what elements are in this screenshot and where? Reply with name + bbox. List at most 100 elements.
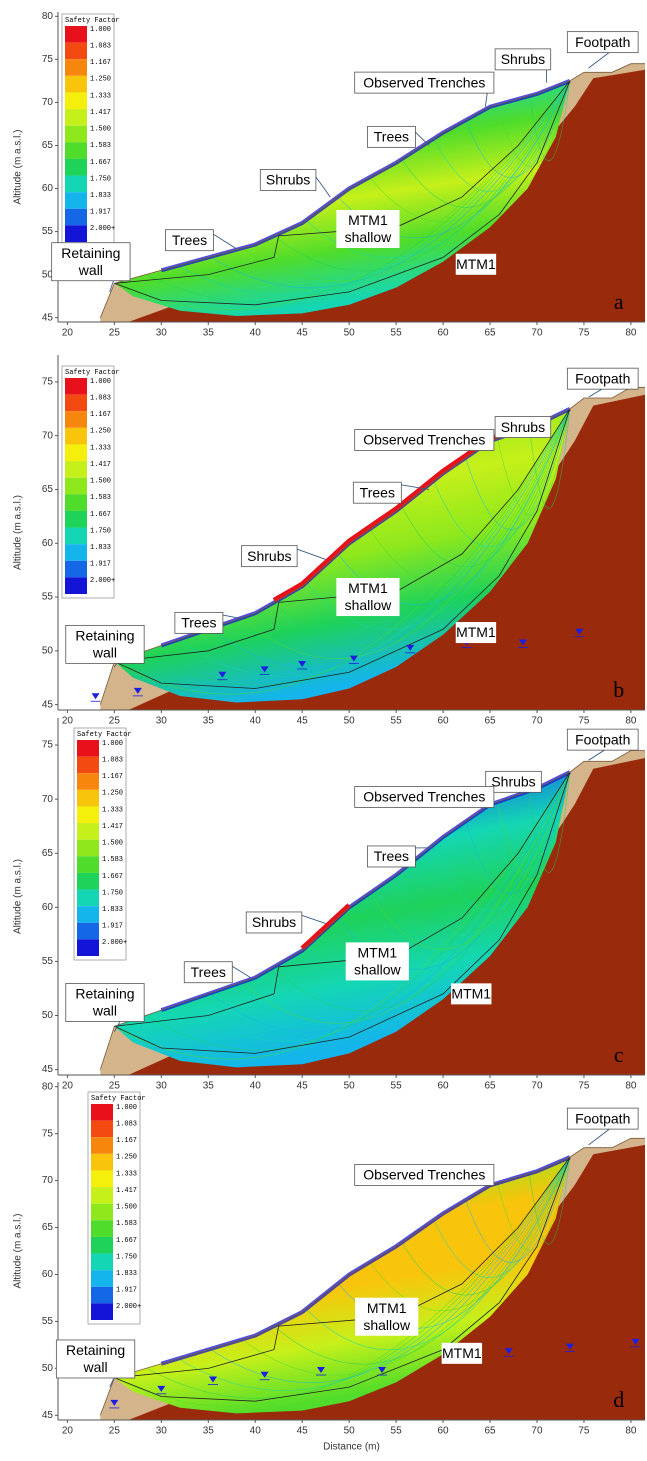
- colorbar-swatch: [77, 839, 99, 857]
- ground-surface: [99, 750, 645, 1070]
- colorbar-swatch: [77, 789, 99, 807]
- y-tick-label: 80: [42, 1081, 54, 1092]
- y-tick-label: 70: [42, 430, 54, 441]
- annotation-box: [566, 367, 639, 390]
- mtm1-surface: [114, 1156, 571, 1402]
- colorbar-swatch: [91, 1104, 113, 1121]
- annotation-box: [352, 481, 402, 504]
- y-tick-label: 55: [42, 956, 54, 967]
- water-table-marker: [406, 644, 415, 651]
- x-tick-label: 55: [391, 1081, 403, 1092]
- colorbar-swatch: [65, 109, 87, 126]
- annotation-box: [345, 942, 409, 981]
- x-tick-label: 80: [625, 1081, 637, 1092]
- colorbar-swatch: [65, 225, 87, 242]
- annotation-box: [174, 611, 224, 634]
- colorbar-swatch: [91, 1170, 113, 1188]
- colorbar-swatch: [65, 560, 87, 578]
- water-table-marker: [260, 666, 269, 673]
- y-tick-label: 45: [42, 1064, 54, 1075]
- colorbar-swatch: [77, 740, 99, 757]
- colorbar-swatch: [91, 1120, 113, 1138]
- annotation: Footpath: [575, 370, 630, 386]
- colorbar-swatch: [65, 175, 87, 193]
- x-tick-label: 20: [62, 1081, 74, 1092]
- colorbar-swatch: [65, 92, 87, 110]
- x-tick-label: 75: [578, 328, 590, 339]
- colorbar-swatch: [77, 939, 99, 956]
- annotation-box: [441, 1342, 483, 1364]
- slip-arc: [209, 408, 571, 668]
- water-table-marker: [157, 1385, 166, 1392]
- x-tick-label: 80: [625, 716, 637, 727]
- annotation: Shrubs: [501, 51, 545, 67]
- colorbar-swatch: [65, 411, 87, 428]
- critical-failures: [300, 903, 351, 951]
- colorbar-label: 1.333: [102, 806, 123, 814]
- y-tick-label: 65: [42, 140, 54, 151]
- x-tick-label: 50: [344, 716, 356, 727]
- water-table-marker: [260, 1371, 269, 1378]
- colorbar-swatch: [77, 889, 99, 907]
- x-tick-label: 30: [156, 328, 168, 339]
- x-tick-label: 60: [438, 716, 450, 727]
- annotation: wall: [83, 1359, 108, 1375]
- y-tick-label: 75: [42, 1128, 54, 1139]
- slip-arc: [114, 80, 571, 310]
- x-tick-label: 35: [203, 1426, 215, 1437]
- annotation: Trees: [360, 484, 395, 500]
- x-tick-label: 25: [109, 1081, 121, 1092]
- slip-arc: [401, 1157, 571, 1296]
- slip-arc: [433, 772, 571, 912]
- leader-line: [397, 483, 430, 490]
- y-tick-label: 75: [42, 740, 54, 751]
- slip-arc: [305, 771, 571, 995]
- colorbar-label: 1.500: [116, 1204, 137, 1212]
- colorbar-label: 1.333: [90, 92, 111, 100]
- colorbar-label: 1.167: [102, 773, 123, 781]
- annotation: Shrubs: [491, 774, 535, 790]
- colorbar-label: 1.250: [90, 428, 111, 436]
- colorbar-label: 1.333: [116, 1170, 137, 1178]
- colorbar-swatch: [65, 26, 87, 43]
- slip-arc: [465, 772, 571, 894]
- slip-arc: [178, 771, 571, 1042]
- y-tick-label: 75: [42, 377, 54, 388]
- slip-arc: [529, 772, 571, 873]
- x-tick-label: 40: [250, 1081, 262, 1092]
- colorbar-label: 1.333: [90, 444, 111, 452]
- annotation: MTM1: [456, 624, 496, 640]
- colorbar-label: 1.250: [116, 1154, 137, 1162]
- y-tick-label: 50: [42, 1363, 54, 1374]
- bedrock: [128, 394, 645, 710]
- slip-arc: [433, 408, 571, 548]
- colorbar-label: 1.250: [102, 790, 123, 798]
- colorbar-label: 2.000+: [116, 1303, 141, 1311]
- leader-line: [209, 231, 237, 250]
- annotation-box: [65, 983, 145, 1022]
- x-tick-label: 30: [156, 716, 168, 727]
- colorbar-label: 1.500: [102, 840, 123, 848]
- colorbar-swatch: [65, 75, 87, 93]
- annotation: MTM1: [348, 580, 388, 596]
- colorbar-label: 1.750: [90, 527, 111, 535]
- colorbar-swatch: [65, 378, 87, 395]
- panel-label: b: [613, 677, 624, 702]
- annotation: Retaining: [75, 628, 134, 644]
- x-tick-label: 45: [297, 716, 309, 727]
- y-tick-label: 70: [42, 1175, 54, 1186]
- annotation: wall: [92, 645, 117, 661]
- annotation: Shrubs: [252, 914, 296, 930]
- slip-fan: [114, 408, 570, 703]
- slip-arc: [209, 1156, 571, 1383]
- colorbar-title: Safety Factor: [65, 17, 120, 25]
- y-tick-label: 45: [42, 312, 54, 323]
- annotation: Shrubs: [501, 419, 545, 435]
- leader-line: [292, 547, 326, 560]
- colorbar-swatch: [77, 872, 99, 890]
- x-tick-label: 60: [438, 1081, 450, 1092]
- annotation: MTM1: [357, 945, 397, 961]
- colorbar-swatch: [91, 1253, 113, 1271]
- annotation-box: [354, 786, 495, 808]
